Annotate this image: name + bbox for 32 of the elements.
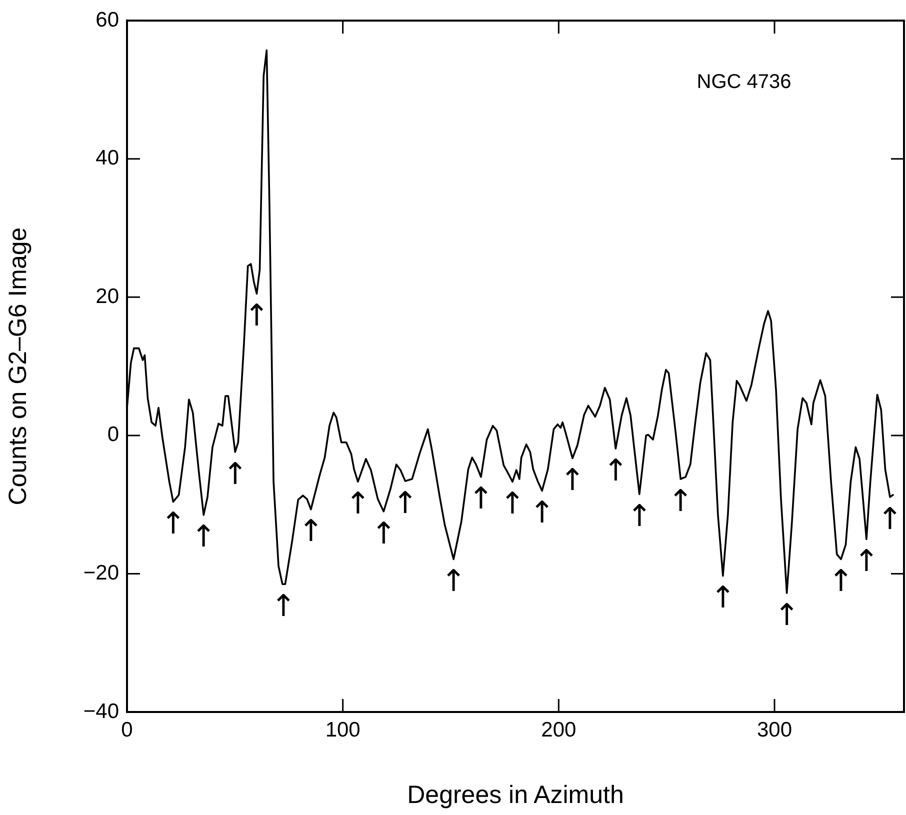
annotation: ↑ [244,298,270,334]
annotation: ↑ [345,486,371,522]
annotation: ↑ [270,588,296,624]
annotation: ↑ [191,520,216,555]
x-tick-label: 100 [325,718,360,742]
annotation: ↑ [222,456,248,492]
annotation: ↑ [529,496,555,531]
y-tick-label: 20 [96,284,119,308]
x-axis-title: Degrees in Azimuth [407,780,624,809]
annotation: ↑ [160,506,186,542]
annotation: ↑ [877,502,903,537]
y-axis-title: Counts on G2–G6 Image [4,227,32,506]
x-tick-label: 300 [756,718,792,742]
annotation: ↑ [500,486,526,522]
annotation: ↑ [710,580,736,616]
annotation: ↑ [668,484,694,519]
annotation: ↑ [603,453,628,488]
y-tick-label: −20 [83,562,119,585]
x-tick-label: 200 [541,718,576,742]
annotation: ↑ [828,564,854,599]
y-tick-label: −40 [83,700,119,723]
y-tick-label: 60 [96,8,119,32]
annotation: ↑ [298,514,324,550]
annotation: ↑ [560,463,586,498]
annotation: ↑ [626,499,652,534]
annotation: ↑ [468,482,494,517]
annotation: ↑ [774,598,800,633]
y-tick-label: 0 [107,423,119,446]
annotation: NGC 4736 [696,71,792,94]
annotation: ↑ [440,564,466,599]
y-tick-label: 40 [96,146,119,170]
annotation: ↑ [854,544,880,579]
